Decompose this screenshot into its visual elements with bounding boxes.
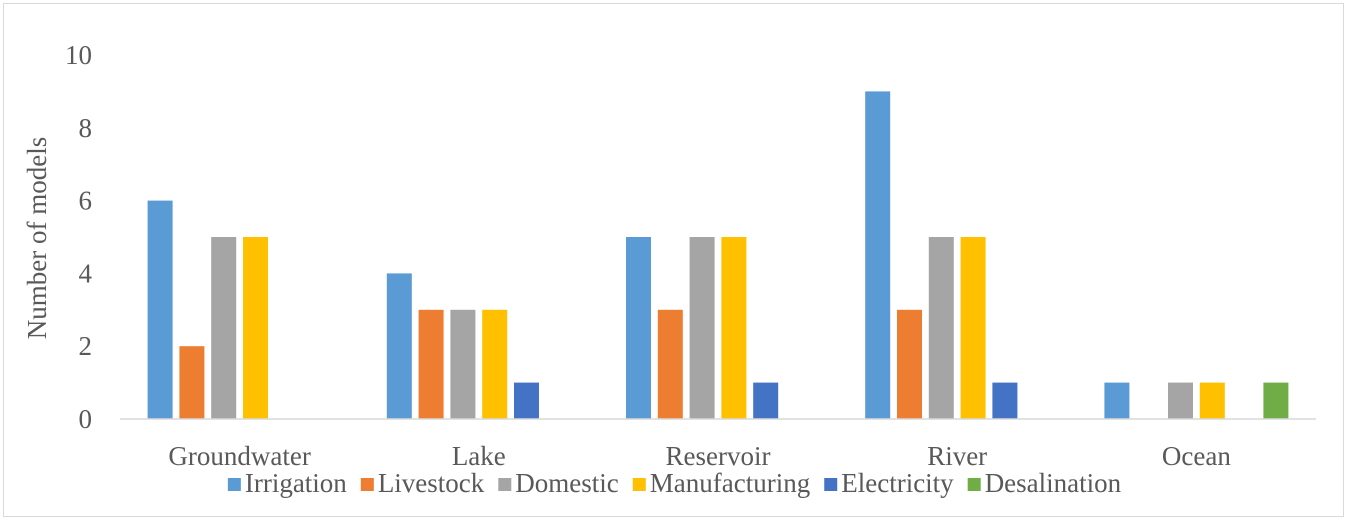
y-tick-label: 4: [79, 258, 93, 288]
bar-domestic-groundwater: [211, 237, 237, 419]
x-tick-label: River: [927, 441, 987, 471]
bar-electricity-river: [992, 382, 1018, 419]
bar-manufacturing-lake: [482, 309, 508, 419]
legend-item-manufacturing: Manufacturing: [632, 468, 810, 498]
y-tick-label: 0: [79, 404, 93, 434]
bars: [147, 91, 1289, 420]
legend-label: Irrigation: [245, 468, 347, 498]
x-tick-label: Reservoir: [666, 441, 771, 471]
bar-manufacturing-river: [960, 237, 986, 419]
legend-item-livestock: Livestock: [360, 468, 485, 498]
legend-swatch: [360, 478, 374, 491]
y-tick-label: 2: [79, 331, 93, 361]
x-tick-label: Groundwater: [168, 441, 310, 471]
bar-livestock-reservoir: [657, 309, 683, 419]
bar-domestic-reservoir: [689, 237, 715, 419]
bar-irrigation-groundwater: [147, 200, 173, 419]
bar-domestic-river: [928, 237, 954, 419]
y-tick-label: 10: [65, 40, 92, 70]
bar-manufacturing-reservoir: [721, 237, 747, 419]
bar-livestock-groundwater: [179, 346, 205, 419]
y-tick-label: 6: [79, 186, 93, 216]
bar-irrigation-ocean: [1104, 382, 1130, 419]
bar-electricity-lake: [514, 382, 539, 419]
legend-label: Manufacturing: [650, 468, 810, 498]
x-tick-label: Lake: [452, 441, 506, 471]
legend-item-desalination: Desalination: [967, 468, 1122, 498]
legend-swatch: [227, 478, 241, 491]
x-tick-label: Ocean: [1162, 441, 1231, 471]
bar-electricity-reservoir: [753, 382, 779, 419]
y-axis-label: Number of models: [22, 137, 52, 339]
legend: Irrigation Livestock Domestic Manufacturing…: [227, 468, 1122, 498]
y-tick-label: 8: [79, 113, 93, 143]
bar-manufacturing-ocean: [1199, 382, 1225, 419]
bar-livestock-river: [897, 309, 922, 419]
legend-swatch: [498, 478, 512, 491]
legend-swatch: [967, 478, 981, 491]
bar-irrigation-lake: [386, 273, 412, 419]
x-tick-labels: Groundwater Lake Reservoir River Ocean: [168, 441, 1231, 471]
bar-domestic-ocean: [1168, 382, 1193, 419]
legend-item-domestic: Domestic: [498, 468, 619, 498]
bar-manufacturing-groundwater: [243, 237, 268, 419]
bar-irrigation-reservoir: [626, 237, 651, 419]
legend-swatch: [824, 478, 838, 491]
legend-item-electricity: Electricity: [824, 468, 954, 498]
legend-label: Desalination: [985, 468, 1122, 498]
legend-item-irrigation: Irrigation: [227, 468, 347, 498]
bar-irrigation-river: [865, 91, 891, 420]
y-tick-labels: 0 2 4 6 8 10: [65, 40, 93, 434]
legend-label: Livestock: [378, 468, 485, 498]
legend-swatch: [632, 478, 646, 491]
bar-domestic-lake: [450, 309, 476, 419]
legend-label: Electricity: [841, 468, 954, 498]
legend-label: Domestic: [515, 468, 618, 498]
bar-livestock-lake: [418, 309, 444, 419]
bar-desalination-ocean: [1263, 382, 1289, 419]
